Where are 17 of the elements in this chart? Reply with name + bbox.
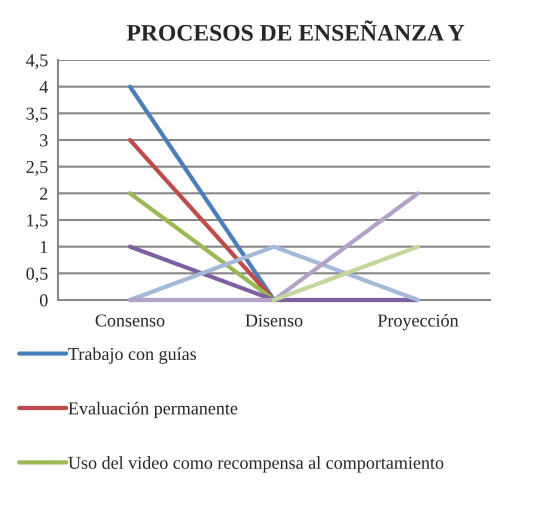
y-tick-label: 2,5 bbox=[26, 160, 48, 176]
x-tick-label: Proyección bbox=[378, 314, 458, 330]
y-tick-label: 0,5 bbox=[26, 268, 48, 282]
y-tick-label: 0 bbox=[40, 294, 48, 306]
y-tick-label: 1,5 bbox=[27, 214, 48, 230]
y-tick-label: 4 bbox=[40, 81, 48, 93]
x-tick-label: Disenso bbox=[245, 314, 302, 327]
legend-label: Trabajo con guías bbox=[68, 347, 196, 364]
x-tick-label: Consenso bbox=[96, 314, 164, 327]
y-tick-label: 4,5 bbox=[26, 54, 48, 70]
chart-title: PROCESOS DE ENSEÑANZA Y bbox=[126, 20, 464, 41]
y-tick-label: 2 bbox=[40, 188, 48, 200]
legend-label: Uso del video como recompensa al comportamiento bbox=[68, 456, 444, 473]
y-tick-label: 1 bbox=[40, 241, 48, 253]
y-tick-label: 3 bbox=[40, 134, 48, 146]
legend-label: Evaluación permanente bbox=[68, 402, 238, 418]
y-tick-label: 3,5 bbox=[26, 108, 48, 122]
